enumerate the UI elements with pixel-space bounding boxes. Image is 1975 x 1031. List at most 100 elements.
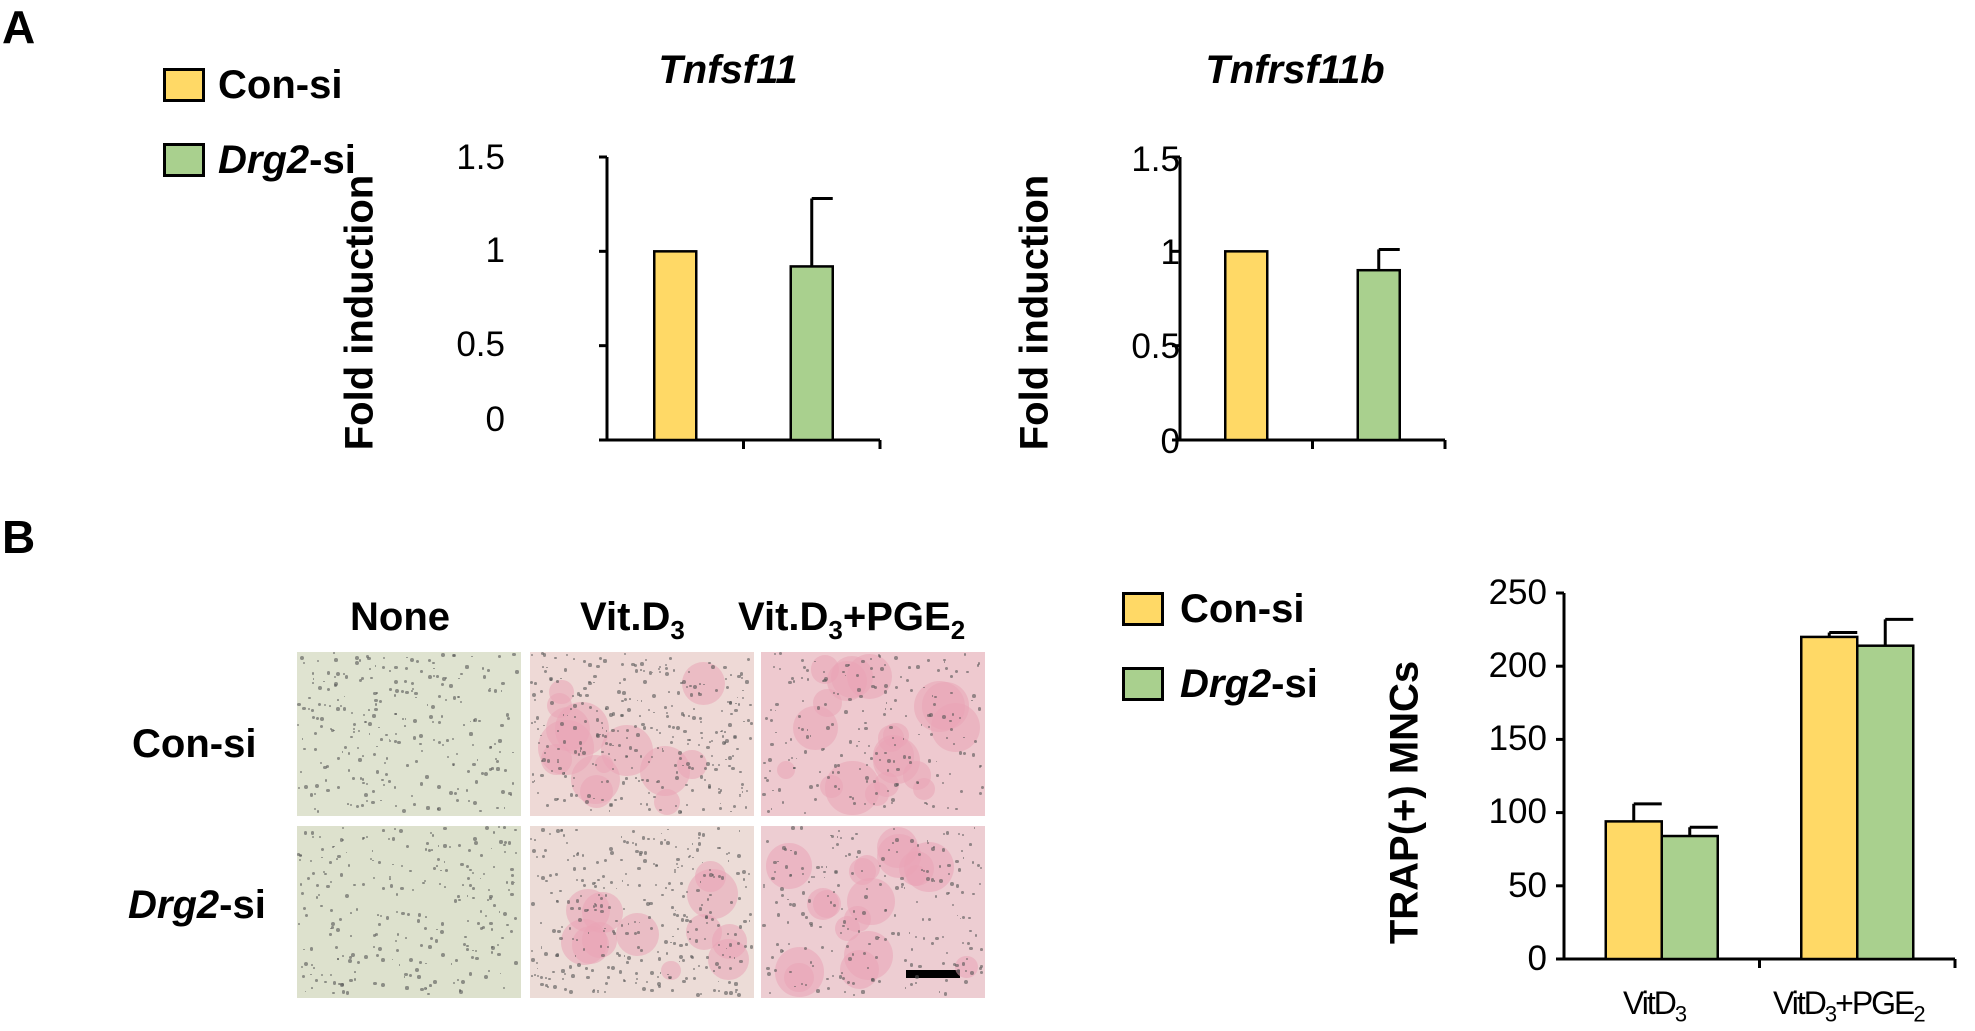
cell-speck: [875, 792, 879, 796]
cell-speck: [472, 743, 475, 746]
cell-speck: [685, 762, 690, 767]
cell-speck: [373, 981, 377, 986]
cell-speck: [838, 830, 841, 832]
cell-speck: [704, 965, 709, 969]
cell-speck: [482, 667, 485, 670]
cell-speck: [647, 709, 650, 712]
cell-speck: [650, 756, 653, 759]
cell-speck: [496, 806, 499, 810]
cell-cluster: [921, 682, 970, 730]
cell-speck: [331, 729, 335, 732]
cell-speck: [643, 679, 647, 684]
cell-speck: [371, 789, 375, 793]
cell-speck: [329, 728, 332, 731]
cell-speck: [645, 803, 649, 806]
cell-speck: [472, 896, 475, 900]
cell-speck: [341, 751, 344, 753]
cell-speck: [962, 915, 966, 919]
cell-speck: [703, 938, 706, 941]
cell-speck: [624, 698, 628, 702]
cell-speck: [389, 740, 392, 743]
cell-speck: [629, 697, 631, 700]
cell-speck: [344, 675, 349, 679]
cell-speck: [385, 916, 390, 920]
cell-speck: [436, 857, 441, 862]
cell-speck: [545, 745, 549, 748]
cell-speck: [304, 914, 308, 918]
cell-speck: [377, 914, 379, 916]
bar-con-si: [653, 250, 698, 442]
cell-speck: [436, 784, 441, 789]
cell-speck: [689, 693, 694, 697]
cell-speck: [631, 662, 635, 667]
cell-speck: [635, 972, 638, 975]
micrograph-drg2-si-vitd3: [530, 826, 754, 998]
cell-speck: [575, 793, 579, 798]
cell-speck: [657, 667, 661, 671]
cell-speck: [925, 870, 929, 874]
cell-speck: [648, 760, 650, 763]
column-header-vitd3-pge2: Vit.D3+PGE2: [738, 595, 966, 645]
cell-speck: [533, 780, 536, 783]
cell-speck: [471, 956, 475, 960]
cell-speck: [480, 771, 485, 775]
cell-speck: [323, 704, 326, 707]
cell-speck: [579, 741, 583, 745]
cell-speck: [375, 954, 379, 958]
cell-speck: [627, 707, 632, 712]
cell-speck: [717, 787, 721, 791]
cell-speck: [749, 721, 753, 725]
cell-speck: [466, 895, 469, 897]
cell-speck: [676, 857, 680, 862]
cell-speck: [691, 788, 695, 792]
cell-speck: [612, 768, 615, 771]
cell-speck: [729, 701, 733, 705]
cell-speck: [382, 829, 385, 832]
cell-speck: [557, 761, 560, 763]
cell-speck: [437, 845, 440, 847]
cell-speck: [853, 802, 856, 805]
cell-speck: [635, 978, 639, 981]
cell-speck: [843, 990, 846, 993]
cell-speck: [620, 858, 623, 862]
cell-speck: [748, 873, 751, 876]
cell-speck: [417, 912, 422, 917]
cell-speck: [535, 961, 539, 965]
cell-speck: [301, 966, 304, 969]
cell-speck: [685, 915, 688, 919]
cell-speck: [592, 881, 596, 885]
cell-speck: [537, 727, 540, 730]
cell-speck: [701, 861, 704, 864]
cell-speck: [507, 841, 512, 846]
cell-speck: [493, 688, 498, 693]
cell-speck: [389, 670, 391, 673]
cell-speck: [665, 672, 669, 676]
cell-speck: [440, 952, 445, 957]
cell-speck: [700, 755, 704, 759]
cell-speck: [792, 903, 796, 908]
cell-speck: [404, 937, 407, 940]
cell-speck: [966, 958, 969, 961]
cell-speck: [977, 662, 981, 665]
cell-speck: [601, 798, 604, 801]
cell-speck: [641, 722, 646, 727]
cell-speck: [665, 952, 669, 955]
cell-speck: [842, 670, 845, 674]
cell-speck: [784, 741, 787, 744]
cell-speck: [810, 876, 813, 879]
cell-speck: [722, 954, 724, 957]
cell-speck: [911, 948, 914, 951]
cell-speck: [692, 684, 697, 689]
cell-speck: [769, 992, 772, 995]
cell-speck: [631, 830, 635, 833]
cell-speck: [493, 742, 497, 746]
cell-speck: [927, 917, 932, 921]
cell-speck: [449, 684, 453, 688]
cell-speck: [471, 871, 475, 875]
cell-speck: [532, 849, 537, 854]
cell-speck: [855, 832, 858, 835]
cell-speck: [593, 681, 596, 684]
cell-speck: [659, 971, 662, 974]
cell-speck: [726, 700, 729, 704]
cell-speck: [368, 709, 370, 711]
